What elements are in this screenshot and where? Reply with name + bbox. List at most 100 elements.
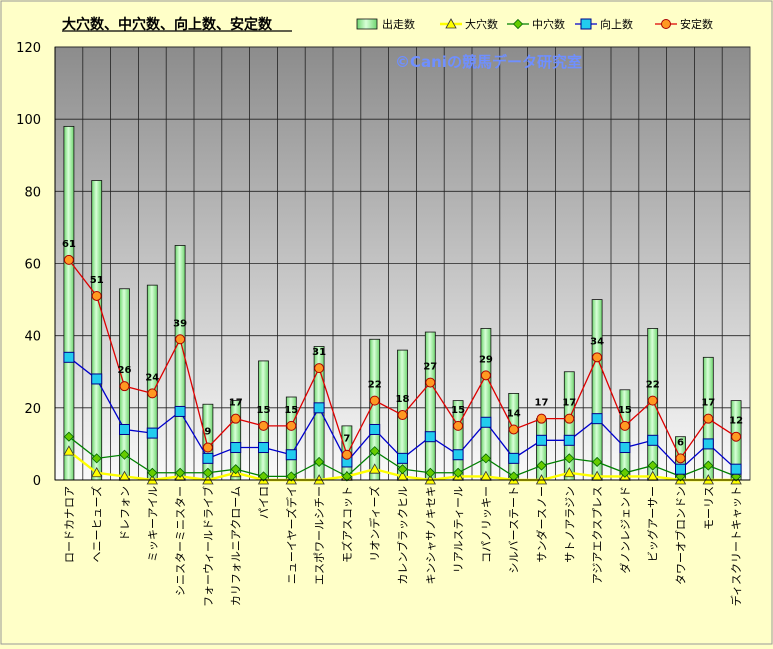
data-point bbox=[648, 435, 658, 445]
data-point bbox=[231, 443, 241, 453]
watermark: ©Caniの競馬データ研究室 bbox=[395, 53, 582, 71]
data-label: 34 bbox=[590, 336, 604, 347]
x-tick-label: モズアスコット bbox=[340, 486, 354, 563]
x-tick-label: リオンディーズ bbox=[368, 486, 382, 562]
data-label: 15 bbox=[451, 405, 465, 416]
data-label: 51 bbox=[90, 275, 104, 286]
data-label: 15 bbox=[618, 405, 632, 416]
data-point bbox=[732, 432, 741, 441]
x-tick-label: フォーウィールドライブ bbox=[201, 486, 215, 607]
x-tick-label: サンダースノー bbox=[535, 486, 549, 562]
data-point bbox=[314, 403, 324, 413]
data-point bbox=[259, 443, 269, 453]
data-point bbox=[537, 414, 546, 423]
data-point bbox=[287, 421, 296, 430]
data-label: 29 bbox=[479, 354, 493, 365]
data-point bbox=[676, 464, 686, 474]
data-point bbox=[120, 424, 130, 434]
data-point bbox=[286, 450, 296, 460]
data-point bbox=[703, 439, 713, 449]
data-label: 27 bbox=[423, 362, 437, 373]
bar bbox=[537, 419, 547, 480]
data-point bbox=[564, 435, 574, 445]
x-tick-label: モーリス bbox=[702, 486, 715, 530]
data-point bbox=[509, 453, 519, 463]
data-point bbox=[481, 371, 490, 380]
data-point bbox=[342, 450, 351, 459]
data-point bbox=[231, 414, 240, 423]
data-point bbox=[147, 428, 157, 438]
data-point bbox=[148, 389, 157, 398]
bar bbox=[620, 390, 630, 480]
y-tick-label: 100 bbox=[16, 113, 41, 128]
data-label: 17 bbox=[562, 398, 576, 409]
x-tick-label: ミッキーアイル bbox=[146, 486, 159, 562]
data-label: 15 bbox=[257, 405, 271, 416]
data-point bbox=[370, 424, 380, 434]
x-tick-label: ロードカナロア bbox=[63, 486, 76, 563]
data-point bbox=[203, 443, 212, 452]
data-point bbox=[731, 464, 741, 474]
data-label: 31 bbox=[312, 347, 326, 358]
bar bbox=[259, 361, 269, 480]
x-tick-label: ダノンレジェンド bbox=[618, 486, 632, 574]
data-point bbox=[509, 425, 518, 434]
x-tick-label: カレンブラックヒル bbox=[396, 486, 410, 585]
data-label: 17 bbox=[229, 398, 243, 409]
data-point bbox=[120, 382, 129, 391]
x-tick-label: タワーオブロンドン bbox=[674, 486, 688, 585]
data-label: 18 bbox=[396, 394, 410, 405]
bar bbox=[425, 332, 435, 480]
data-point bbox=[426, 378, 435, 387]
data-label: 17 bbox=[535, 398, 549, 409]
legend-marker bbox=[662, 20, 671, 29]
bar bbox=[509, 393, 519, 480]
bar bbox=[592, 300, 602, 480]
data-point bbox=[481, 417, 491, 427]
data-point bbox=[315, 364, 324, 373]
data-point bbox=[64, 352, 74, 362]
data-label: 15 bbox=[284, 405, 298, 416]
bar bbox=[175, 245, 185, 480]
bar bbox=[564, 372, 574, 480]
data-point bbox=[92, 374, 102, 384]
y-tick-label: 120 bbox=[16, 41, 41, 56]
bar bbox=[370, 339, 380, 480]
data-label: 22 bbox=[368, 380, 382, 391]
bar bbox=[92, 181, 102, 480]
legend-marker bbox=[581, 19, 591, 29]
data-point bbox=[593, 353, 602, 362]
x-tick-label: シルバーステート bbox=[508, 486, 521, 573]
data-label: 7 bbox=[343, 434, 350, 445]
legend-label: 中穴数 bbox=[532, 17, 565, 31]
x-tick-label: ヘニーヒューズ bbox=[90, 486, 104, 562]
legend-label: 出走数 bbox=[382, 17, 415, 31]
legend-label: 大穴数 bbox=[465, 17, 498, 31]
legend-swatch bbox=[357, 19, 377, 29]
data-label: 61 bbox=[62, 239, 76, 250]
data-label: 12 bbox=[729, 416, 743, 427]
data-point bbox=[203, 453, 213, 463]
data-point bbox=[454, 421, 463, 430]
y-tick-label: 40 bbox=[24, 330, 41, 345]
data-label: 6 bbox=[677, 437, 684, 448]
data-point bbox=[704, 414, 713, 423]
x-tick-label: ドレフォン bbox=[119, 486, 132, 541]
x-tick-label: サトノアラジン bbox=[563, 486, 576, 563]
x-tick-label: シニスターミニスター bbox=[174, 486, 187, 596]
y-tick-label: 0 bbox=[33, 474, 41, 489]
x-tick-label: コパノリッキー bbox=[480, 486, 493, 563]
data-point bbox=[92, 291, 101, 300]
data-point bbox=[370, 396, 379, 405]
x-tick-label: リアルスティール bbox=[452, 486, 465, 573]
data-point bbox=[592, 414, 602, 424]
data-label: 9 bbox=[204, 427, 211, 438]
data-label: 22 bbox=[646, 380, 660, 391]
x-tick-label: パイロ bbox=[258, 486, 271, 519]
x-tick-label: アジアエクスプレス bbox=[591, 486, 604, 584]
data-point bbox=[175, 406, 185, 416]
data-point bbox=[676, 454, 685, 463]
x-tick-label: ディスクリートキャット bbox=[729, 486, 743, 606]
